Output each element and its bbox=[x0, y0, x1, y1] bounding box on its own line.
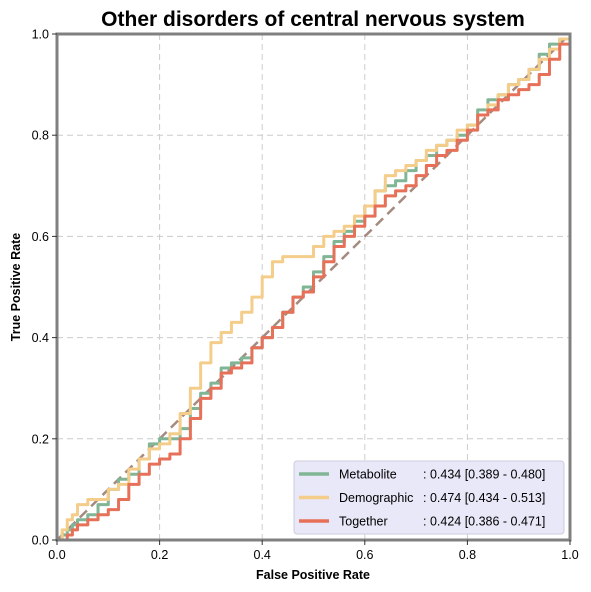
y-tick-label: 1.0 bbox=[32, 28, 49, 42]
y-tick-label: 0.0 bbox=[32, 534, 49, 548]
y-tick-label: 0.6 bbox=[32, 230, 49, 244]
x-axis-label: False Positive Rate bbox=[256, 568, 370, 582]
roc-curve-together bbox=[57, 34, 572, 542]
legend-name-demographic: Demographic bbox=[339, 491, 413, 505]
x-tick-label: 0.8 bbox=[459, 548, 476, 562]
x-tick-label: 1.0 bbox=[561, 548, 578, 562]
x-tick-label: 0.6 bbox=[356, 548, 373, 562]
legend-box bbox=[293, 460, 565, 535]
x-tick-label: 0.0 bbox=[48, 548, 65, 562]
chart-title: Other disorders of central nervous syste… bbox=[101, 8, 525, 31]
legend-stat-demographic: : 0.474 [0.434 - 0.513] bbox=[423, 491, 545, 505]
legend-name-metabolite: Metabolite bbox=[339, 468, 397, 482]
legend-stat-metabolite: : 0.434 [0.389 - 0.480] bbox=[423, 468, 545, 482]
legend: Metabolite : 0.434 [0.389 - 0.480] Demogra… bbox=[293, 460, 565, 535]
plot-border bbox=[55, 32, 572, 542]
y-axis-label: True Positive Rate bbox=[9, 233, 23, 341]
y-tick-label: 0.2 bbox=[32, 432, 49, 446]
roc-curves bbox=[57, 34, 572, 542]
legend-stat-together: : 0.424 [0.386 - 0.471] bbox=[423, 515, 545, 529]
y-tick-label: 0.4 bbox=[32, 331, 49, 345]
legend-name-together: Together bbox=[339, 515, 388, 529]
y-tick-label: 0.8 bbox=[32, 129, 49, 143]
x-tick-label: 0.2 bbox=[151, 548, 168, 562]
axis-ticks: 0.0 0.2 0.4 0.6 0.8 1.0 0.0 0.2 0.4 0.6 0.8 1.0 bbox=[32, 28, 579, 563]
plot-frame bbox=[55, 32, 572, 542]
x-tick-label: 0.4 bbox=[254, 548, 271, 562]
grid-lines bbox=[57, 34, 570, 540]
